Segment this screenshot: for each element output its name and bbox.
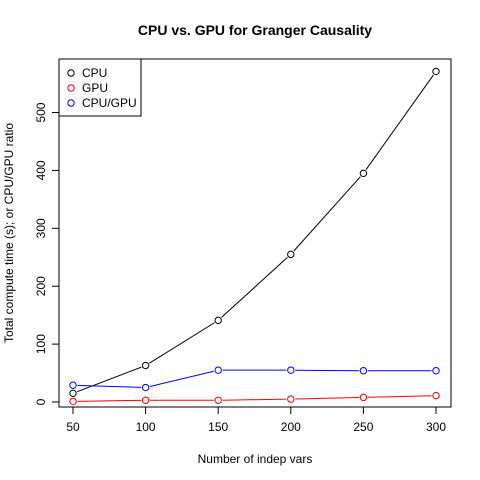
data-point xyxy=(214,316,222,325)
series-line-segment xyxy=(367,395,432,398)
x-axis-label: Number of indep vars xyxy=(198,452,313,466)
x-tick-label: 150 xyxy=(208,420,228,434)
x-tick-label: 100 xyxy=(136,420,156,434)
y-axis-label: Total compute time (s); or CPU/GPU ratio xyxy=(2,123,16,343)
series-line-segment xyxy=(77,366,142,393)
data-point xyxy=(141,383,150,392)
chart-title: CPU vs. GPU for Granger Causality xyxy=(138,22,372,38)
series-line-segment xyxy=(149,370,214,387)
y-axis: 0 100 200 300 400 500 xyxy=(34,102,60,405)
y-tick-label: 200 xyxy=(34,276,48,296)
data-point xyxy=(432,367,440,375)
y-tick-label: 100 xyxy=(34,334,48,354)
series-line-segment xyxy=(295,396,359,400)
data-point xyxy=(69,381,77,389)
data-point xyxy=(69,389,77,398)
legend-label: GPU xyxy=(82,81,108,95)
data-point xyxy=(141,396,150,404)
series-line-segment xyxy=(293,176,361,252)
series-line-segment xyxy=(149,322,215,364)
series-line-segment xyxy=(295,369,359,372)
data-point xyxy=(432,67,440,76)
data-point xyxy=(141,361,150,370)
series-cpu-gpu xyxy=(69,366,440,392)
data-point xyxy=(359,169,368,178)
y-tick-label: 500 xyxy=(34,102,48,122)
legend-label: CPU xyxy=(82,66,107,80)
x-tick-label: 300 xyxy=(426,420,446,434)
data-point xyxy=(214,396,222,404)
y-tick-label: 400 xyxy=(34,160,48,180)
series-line-segment xyxy=(365,74,434,170)
series-line-segment xyxy=(222,398,287,401)
data-point xyxy=(287,395,295,403)
data-point xyxy=(432,391,440,400)
y-tick-label: 0 xyxy=(34,398,48,405)
x-tick-label: 50 xyxy=(66,420,80,434)
legend-marker xyxy=(67,99,75,107)
data-point xyxy=(214,366,222,374)
legend-label: CPU/GPU xyxy=(82,96,137,110)
series-gpu xyxy=(69,391,440,406)
legend-box xyxy=(58,58,142,117)
x-tick-label: 250 xyxy=(353,420,373,434)
y-tick-label: 300 xyxy=(34,218,48,238)
data-point xyxy=(359,393,368,402)
data-point xyxy=(287,366,295,374)
x-tick-label: 200 xyxy=(281,420,301,434)
data-point xyxy=(359,367,368,375)
legend-marker xyxy=(67,69,75,77)
data-point xyxy=(69,397,77,406)
data-point xyxy=(287,250,295,259)
series-line-segment xyxy=(77,384,142,388)
legend-marker xyxy=(67,84,75,92)
series-layer xyxy=(69,67,440,406)
x-axis: 50 100 150 200 250 300 xyxy=(66,406,446,434)
series-cpu xyxy=(69,67,440,398)
series-line-segment xyxy=(221,257,288,318)
series-line-segment xyxy=(77,399,142,402)
